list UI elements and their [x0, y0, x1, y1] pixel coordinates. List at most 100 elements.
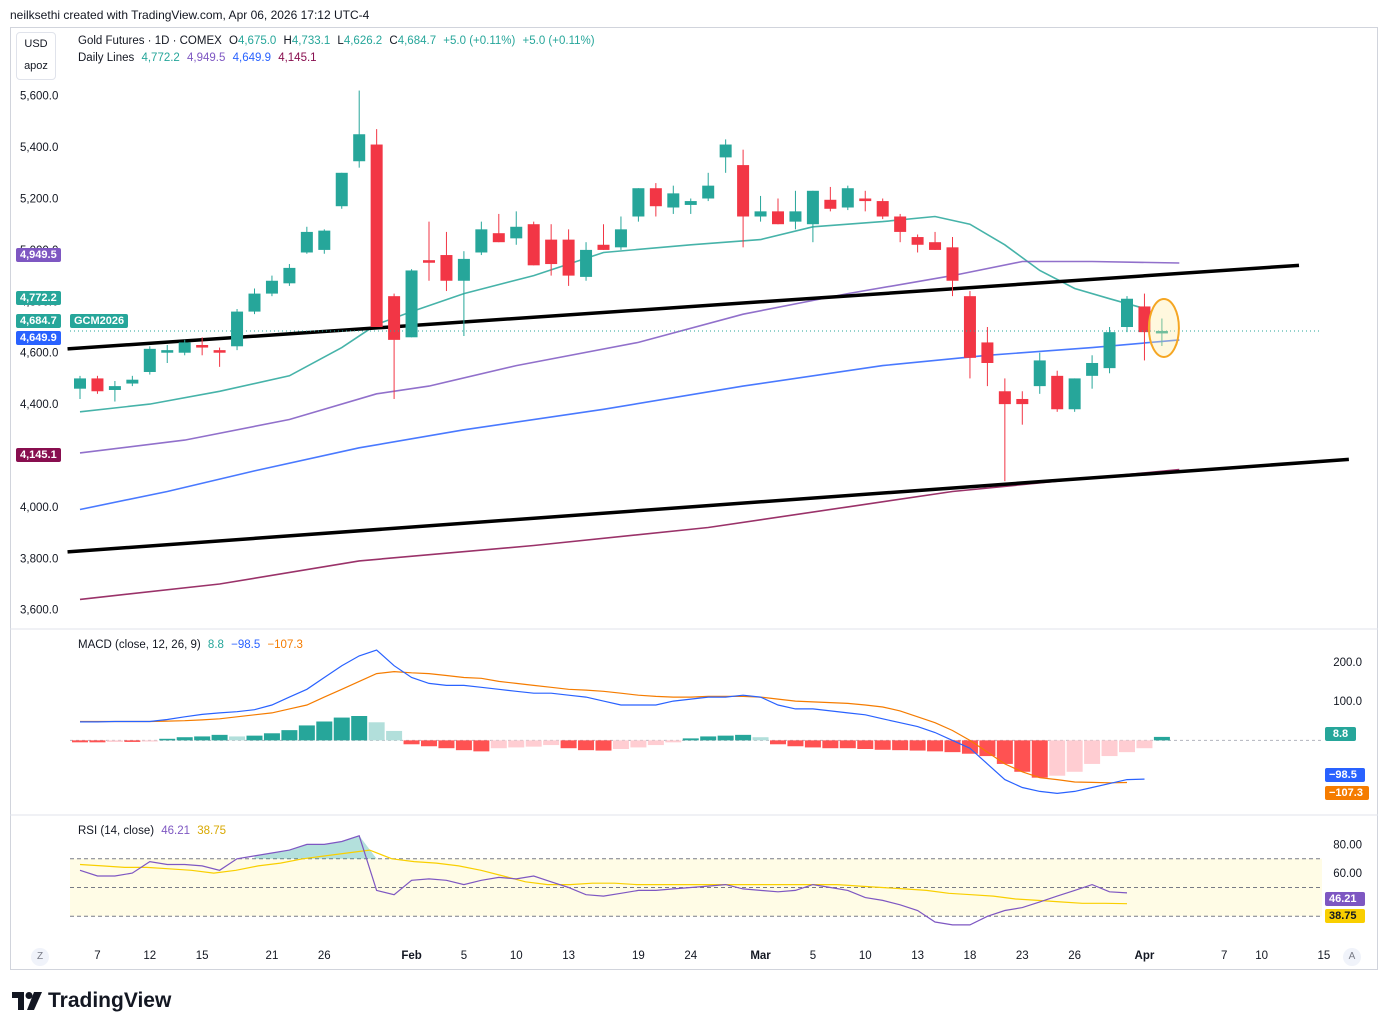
price-tick-label: 4,600.0: [20, 348, 58, 360]
macd-histogram-bar: [1031, 740, 1048, 778]
candle-body: [614, 229, 627, 248]
currency-button[interactable]: USD apoz: [16, 32, 56, 80]
candle-body: [1068, 378, 1081, 410]
macd-histogram-bar: [1119, 740, 1135, 753]
time-tick-label: 26: [318, 950, 331, 962]
candle-body: [457, 258, 470, 281]
change-value: +5.0 (+0.11%): [443, 35, 516, 47]
price-tick-label: 4,400.0: [20, 399, 58, 411]
macd-histogram-bar: [961, 740, 978, 754]
candle-body: [388, 296, 401, 340]
candle-body: [1103, 332, 1116, 369]
main-legend[interactable]: Gold Futures · 1D · COMEX O4,675.0 H4,73…: [78, 35, 599, 47]
time-tick-label: 21: [266, 950, 279, 962]
candle-body: [492, 233, 505, 243]
candle-body: [841, 188, 854, 208]
candle-body: [91, 378, 104, 392]
macd-histogram-bar: [229, 736, 246, 741]
macd-tick-label: 200.0: [1333, 657, 1362, 669]
macd-histogram-bar: [194, 736, 211, 741]
macd-line: [80, 649, 1145, 795]
time-tick-label: 7: [94, 950, 100, 962]
candle-body: [300, 231, 313, 253]
tradingview-logo: TradingView: [12, 989, 171, 1013]
candle-body: [789, 211, 802, 222]
candle-body: [667, 193, 680, 208]
macd-histogram-bar: [752, 737, 769, 741]
lines-legend[interactable]: Daily Lines 4,772.2 4,949.5 4,649.9 4,14…: [78, 52, 321, 64]
candle-body: [754, 211, 767, 217]
time-tick-label: 10: [510, 950, 523, 962]
attribution: neilksethi created with TradingView.com,…: [10, 8, 370, 22]
candle-body: [283, 267, 296, 284]
macd-histogram-bar: [787, 740, 804, 747]
price-tick-label: 4,000.0: [20, 502, 58, 514]
time-tick-label: 18: [964, 950, 977, 962]
candle-body: [684, 201, 697, 205]
rsi-legend[interactable]: RSI (14, close) 46.21 38.75: [78, 825, 230, 837]
candle-body: [946, 247, 959, 281]
macd-tick-label: 100.0: [1333, 696, 1362, 708]
macd-histogram-bar: [1153, 736, 1170, 741]
macd-histogram-bar: [176, 737, 193, 741]
macd-histogram-bar: [141, 740, 158, 742]
macd-histogram-bar: [455, 740, 472, 751]
price-tick-label: 5,600.0: [20, 91, 58, 103]
ohlc-low: L4,626.2: [337, 35, 383, 47]
candle-body: [527, 224, 540, 266]
candle-body: [74, 378, 86, 389]
candle-body: [196, 345, 209, 348]
candle-body: [929, 242, 942, 250]
candle-body: [702, 185, 715, 199]
macd-histogram-bar: [1066, 740, 1083, 772]
macd-histogram-bar: [211, 734, 228, 741]
candle-body: [597, 244, 610, 250]
time-tick-label: 23: [1016, 950, 1029, 962]
candle-body: [353, 134, 366, 162]
macd-histogram-bar: [979, 740, 996, 757]
candle-body: [510, 226, 523, 239]
user-label: apoz: [24, 60, 48, 72]
macd-histogram-bar: [89, 740, 106, 743]
time-tick-label: 5: [461, 950, 467, 962]
macd-histogram-bar: [595, 740, 612, 751]
candle-body: [1121, 298, 1133, 328]
time-tick-label: Apr: [1135, 950, 1155, 962]
candle-body: [318, 230, 331, 250]
macd-histogram-bar: [386, 730, 403, 741]
macd-histogram-bar: [1014, 740, 1031, 772]
candle-body: [911, 237, 924, 245]
moving-average-line-4: [79, 468, 1180, 601]
auto-scale-button[interactable]: A: [1343, 948, 1361, 966]
candle-body: [370, 144, 383, 328]
time-tick-label: 24: [684, 950, 697, 962]
rsi-tick-label: 60.00: [1333, 868, 1362, 880]
sma100-tag: 4,649.9: [16, 331, 61, 345]
macd-line-value: −98.5: [231, 639, 261, 651]
highlight-ellipse: [1147, 297, 1180, 358]
candle-body: [161, 350, 174, 353]
candle-body: [859, 198, 872, 202]
tradingview-logo-icon: [12, 992, 42, 1010]
macd-histogram-bar: [839, 740, 856, 749]
candle-body: [719, 144, 732, 158]
moving-average-line-3: [79, 339, 1180, 511]
rsi-ma-value: 38.75: [197, 825, 227, 837]
candle-body: [824, 199, 837, 209]
candle-body: [265, 280, 278, 294]
macd-histogram-bar: [665, 740, 682, 743]
macd-histogram-bar: [700, 736, 717, 741]
macd-legend[interactable]: MACD (close, 12, 26, 9) 8.8 −98.5 −107.3: [78, 639, 307, 651]
candle-body: [231, 311, 244, 347]
moving-average-line-2: [79, 260, 1180, 454]
line-2-value: 4,949.5: [187, 52, 226, 64]
last-price-tag: 4,684.7: [16, 314, 61, 328]
macd-histogram-bar: [1084, 740, 1101, 764]
macd-hist-value: 8.8: [207, 639, 224, 651]
macd-line-tag: −98.5: [1325, 768, 1365, 782]
macd-histogram-bar: [159, 738, 176, 741]
zoom-z-button[interactable]: Z: [31, 948, 49, 966]
change-value-2: +5.0 (+0.11%): [522, 35, 595, 47]
macd-histogram-bar: [246, 735, 263, 741]
